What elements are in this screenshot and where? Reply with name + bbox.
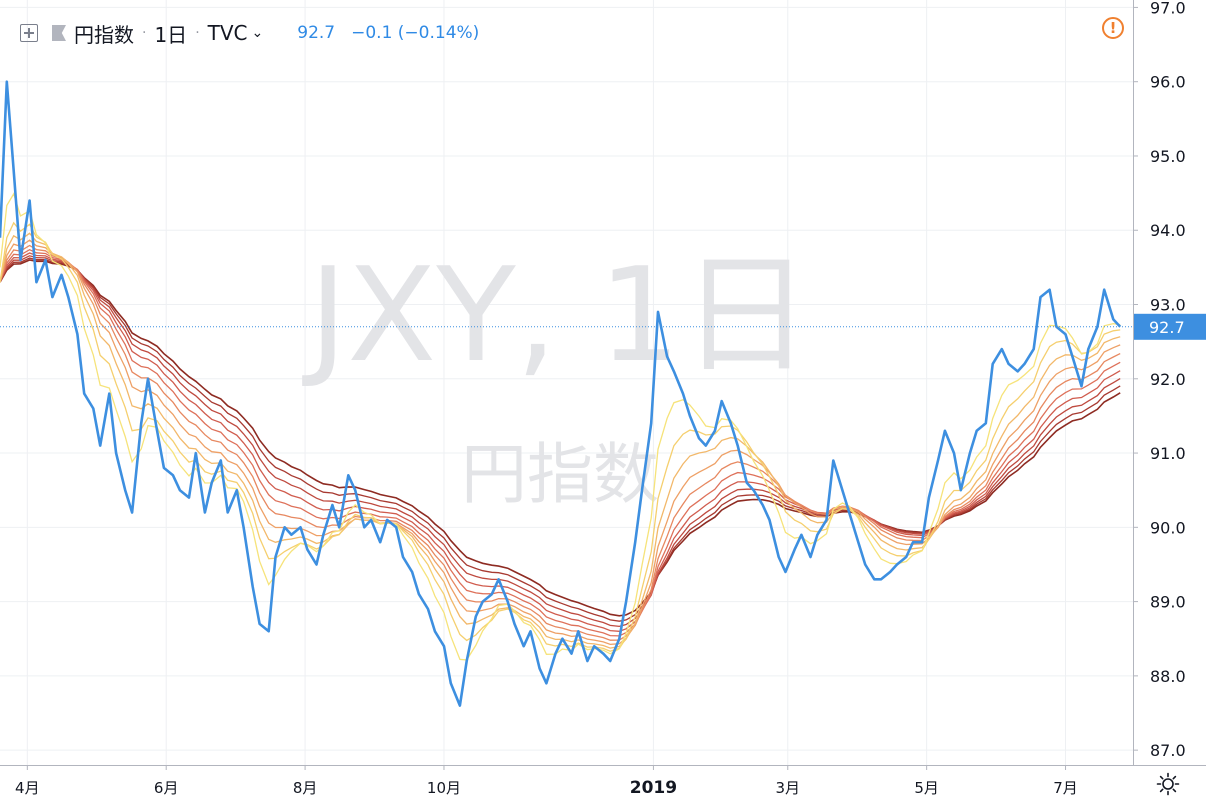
chart-legend: 円指数 · 1日 · TVC ⌄ 92.7 −0.1 (−0.14%) — [20, 18, 479, 48]
y-axis-tick-label: 97.0 — [1150, 0, 1186, 17]
x-axis-tick-label: 2019 — [630, 778, 677, 798]
interval-label[interactable]: 1日 — [154, 22, 188, 47]
chart-grid — [0, 0, 1133, 765]
y-axis-tick-label: 87.0 — [1150, 741, 1186, 760]
gear-icon[interactable] — [1156, 772, 1180, 796]
x-axis-tick-label: 8月 — [293, 779, 318, 797]
y-axis-tick-label: 96.0 — [1150, 73, 1186, 92]
price-axis-background — [1133, 0, 1206, 806]
exchange-label[interactable]: TVC — [207, 21, 248, 45]
price-change: −0.1 (−0.14%) — [351, 23, 480, 43]
ema-ribbon — [0, 192, 1121, 661]
symbol-watermark: JXY, 1日 円指数 — [302, 239, 811, 513]
last-price-label: 92.7 — [1149, 318, 1185, 337]
exclamation-circle-icon[interactable]: ! — [1102, 17, 1124, 39]
chevron-down-icon[interactable]: ⌄ — [251, 25, 264, 41]
price-series — [0, 80, 1133, 707]
legend-separator: · — [195, 25, 200, 41]
last-price-label-background — [1134, 313, 1206, 340]
y-axis-tick-label: 92.0 — [1150, 370, 1186, 389]
y-axis-tick-label: 95.0 — [1150, 147, 1186, 166]
flag-icon[interactable] — [52, 25, 66, 41]
x-axis-tick-label: 10月 — [427, 779, 461, 797]
symbol-name[interactable]: 円指数 — [74, 22, 134, 47]
y-axis-tick-label: 89.0 — [1150, 593, 1186, 612]
watermark-sub-text: 円指数 — [461, 436, 659, 513]
x-axis-tick-label: 4月 — [15, 779, 40, 797]
x-axis-tick-label: 5月 — [914, 779, 939, 797]
y-axis-tick-label: 94.0 — [1150, 221, 1186, 240]
plus-square-icon[interactable] — [20, 24, 38, 42]
time-axis-background — [0, 765, 1206, 806]
y-axis-tick-label: 90.0 — [1150, 518, 1186, 537]
y-axis-tick-label: 88.0 — [1150, 667, 1186, 686]
last-price: 92.7 — [297, 23, 336, 43]
price-line — [0, 80, 1122, 707]
ema-ribbon-line — [0, 232, 1121, 649]
watermark-main-text: JXY, 1日 — [302, 239, 811, 391]
x-axis-tick-label: 7月 — [1053, 779, 1078, 797]
y-axis-tick-label: 91.0 — [1150, 444, 1186, 463]
x-axis-tick-label: 3月 — [775, 779, 800, 797]
y-axis-tick-label: 93.0 — [1150, 296, 1186, 315]
ema-ribbon-line — [0, 244, 1121, 641]
legend-separator: · — [142, 25, 147, 41]
ema-ribbon-line — [0, 192, 1121, 661]
x-axis-tick-label: 6月 — [154, 779, 179, 797]
